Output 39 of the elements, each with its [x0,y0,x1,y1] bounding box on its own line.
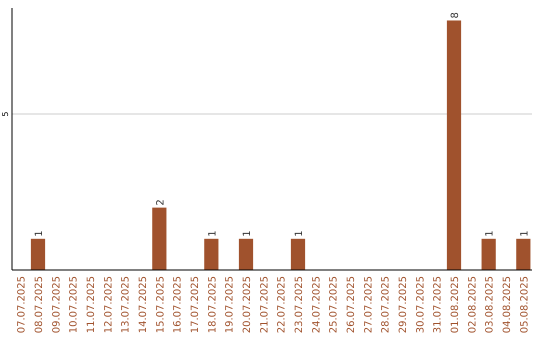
x-tick-label: 21.07.2025 [259,276,270,334]
data-label: 1 [242,230,253,237]
data-label: 1 [207,230,218,237]
data-label: 2 [155,199,166,206]
x-tick-label: 05.08.2025 [519,276,530,334]
data-label: 1 [34,230,45,237]
x-tick-label: 01.08.2025 [450,276,461,334]
x-tick-label: 27.07.2025 [363,276,374,334]
x-tick-label: 12.07.2025 [103,276,114,334]
y-tick-label: 5 [1,112,10,117]
x-tick-label: 24.07.2025 [311,276,322,334]
x-tick-label: 22.07.2025 [276,276,288,334]
x-tick-label: 07.07.2025 [16,276,28,334]
x-tick-label: 10.07.2025 [68,276,80,334]
x-tick-label: 23.07.2025 [294,276,305,334]
data-label: 1 [484,230,496,237]
x-tick-label: 30.07.2025 [415,276,426,334]
x-tick-label: 04.08.2025 [502,276,513,334]
x-tick-label: 15.07.2025 [155,276,166,334]
x-tick-label: 17.07.2025 [190,276,201,334]
x-tick-label: 18.07.2025 [207,276,218,334]
data-label: 1 [294,230,305,237]
data-label: 1 [519,230,530,237]
x-tick-label: 28.07.2025 [380,276,392,334]
data-label: 8 [450,12,461,18]
x-tick-label: 08.07.2025 [34,276,45,334]
x-tick-label: 25.07.2025 [328,276,340,334]
x-tick-label: 03.08.2025 [484,276,496,334]
x-tick-label: 13.07.2025 [120,276,132,334]
x-tick-label: 31.07.2025 [432,276,444,334]
x-tick-label: 02.08.2025 [467,276,478,334]
x-tick-label: 26.07.2025 [346,276,357,334]
x-tick-label: 16.07.2025 [172,276,184,334]
x-tick-label: 20.07.2025 [242,276,253,334]
x-tick-label: 11.07.2025 [86,276,97,334]
x-tick-label: 29.07.2025 [398,276,409,334]
x-tick-label: 14.07.2025 [138,276,149,334]
x-tick-label: 09.07.2025 [51,276,62,334]
x-tick-label: 19.07.2025 [224,276,236,334]
